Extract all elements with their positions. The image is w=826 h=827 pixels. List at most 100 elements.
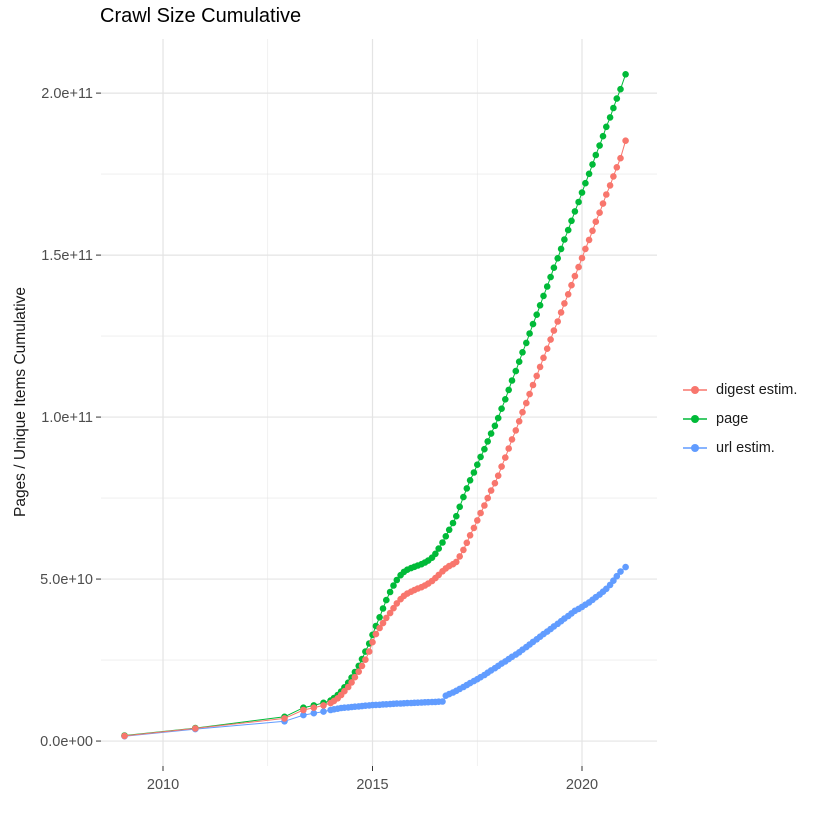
legend-key-digest-icon bbox=[683, 385, 707, 394]
data-point bbox=[582, 245, 589, 253]
data-point bbox=[575, 198, 582, 206]
data-point bbox=[484, 438, 492, 445]
data-point bbox=[540, 292, 547, 300]
data-point bbox=[351, 673, 359, 681]
data-point bbox=[599, 200, 607, 207]
data-point bbox=[606, 114, 614, 121]
data-point bbox=[121, 732, 128, 740]
axis-ticks bbox=[96, 92, 583, 771]
data-point bbox=[515, 358, 523, 366]
data-point bbox=[456, 503, 464, 511]
data-point bbox=[445, 526, 453, 534]
data-point bbox=[617, 85, 624, 93]
data-point bbox=[481, 502, 488, 509]
data-point bbox=[526, 330, 533, 337]
data-point bbox=[547, 273, 554, 281]
legend-item-page: page bbox=[680, 406, 797, 431]
data-point bbox=[487, 430, 495, 437]
data-point bbox=[463, 485, 471, 492]
legend-item-digest-estim: digest estim. bbox=[680, 377, 797, 402]
data-point bbox=[453, 558, 460, 566]
data-point bbox=[554, 254, 561, 262]
data-point bbox=[466, 477, 474, 484]
data-point bbox=[550, 327, 558, 334]
data-point bbox=[386, 609, 394, 617]
data-point bbox=[543, 283, 551, 290]
data-point bbox=[439, 539, 446, 546]
y-tick-label: 1.5e+11 bbox=[41, 248, 93, 264]
data-point bbox=[390, 582, 397, 589]
data-point bbox=[460, 493, 467, 501]
data-point bbox=[561, 236, 568, 243]
data-point bbox=[599, 132, 607, 140]
data-point bbox=[379, 605, 387, 612]
y-tick-label: 2.0e+11 bbox=[41, 86, 93, 102]
data-point bbox=[491, 422, 499, 430]
data-point bbox=[613, 95, 621, 102]
data-point bbox=[519, 349, 526, 356]
data-point bbox=[622, 137, 629, 144]
data-point bbox=[502, 396, 509, 403]
legend-label-url-estim: url estim. bbox=[716, 439, 775, 456]
data-point bbox=[474, 461, 481, 469]
data-point bbox=[592, 218, 600, 225]
data-point bbox=[533, 311, 540, 319]
data-point bbox=[369, 638, 376, 646]
data-point bbox=[536, 302, 544, 309]
data-point bbox=[310, 704, 318, 711]
data-point bbox=[564, 291, 572, 298]
series-page bbox=[121, 71, 629, 739]
chart-title: Crawl Size Cumulative bbox=[100, 5, 302, 27]
data-point bbox=[582, 179, 589, 187]
data-point bbox=[585, 170, 593, 178]
data-point bbox=[320, 702, 327, 709]
data-point bbox=[502, 454, 509, 461]
data-point bbox=[498, 463, 505, 470]
legend-item-url-estim: url estim. bbox=[680, 435, 797, 460]
data-point bbox=[362, 656, 369, 663]
data-point bbox=[571, 208, 579, 215]
legend-key-url-icon bbox=[683, 443, 707, 452]
data-point bbox=[365, 648, 373, 655]
data-point bbox=[564, 226, 572, 234]
data-point bbox=[523, 339, 530, 347]
data-point bbox=[610, 104, 617, 112]
data-point bbox=[543, 345, 551, 353]
data-point bbox=[344, 683, 352, 691]
data-point bbox=[512, 367, 520, 375]
data-point bbox=[487, 487, 495, 494]
data-point bbox=[383, 596, 390, 604]
data-point bbox=[498, 405, 505, 413]
data-point bbox=[442, 533, 450, 540]
data-point bbox=[575, 263, 582, 271]
y-tick-label: 1.0e+11 bbox=[41, 410, 93, 426]
data-point bbox=[557, 245, 565, 253]
data-point bbox=[592, 151, 600, 159]
data-point bbox=[393, 576, 401, 584]
data-point bbox=[310, 709, 318, 717]
data-point bbox=[515, 418, 523, 425]
legend-label-digest-estim: digest estim. bbox=[716, 381, 798, 398]
data-point bbox=[523, 399, 530, 407]
data-point bbox=[536, 363, 544, 371]
data-point bbox=[568, 217, 575, 225]
data-point bbox=[484, 494, 492, 502]
data-point bbox=[617, 568, 624, 575]
data-point bbox=[613, 164, 621, 171]
data-point bbox=[376, 624, 383, 632]
data-point bbox=[456, 553, 464, 560]
data-point bbox=[610, 173, 617, 180]
series-digest-estim bbox=[121, 137, 629, 740]
data-point bbox=[603, 191, 610, 198]
data-point bbox=[355, 668, 363, 675]
data-point bbox=[508, 377, 516, 384]
data-point bbox=[300, 711, 307, 719]
legend-key-page-icon bbox=[683, 414, 707, 423]
data-point bbox=[393, 600, 401, 607]
data-point bbox=[578, 189, 586, 196]
data-point bbox=[281, 715, 288, 722]
data-point bbox=[358, 662, 366, 670]
data-point bbox=[477, 509, 484, 517]
